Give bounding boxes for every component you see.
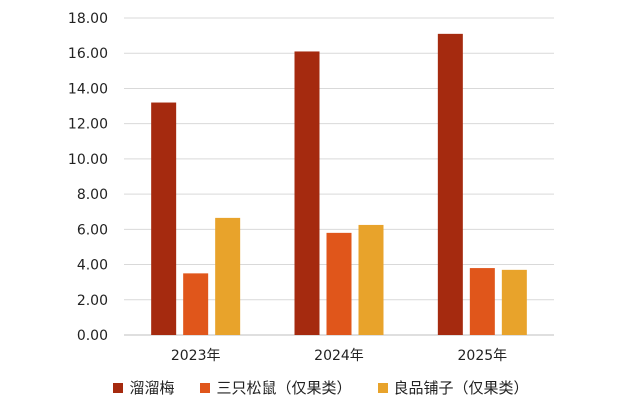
y-tick-label: 10.00: [68, 152, 108, 168]
y-tick-label: 12.00: [68, 117, 108, 133]
bar: [437, 33, 463, 335]
legend-swatch: [200, 382, 211, 393]
bars: [151, 33, 527, 336]
y-axis: 0.00 2.00 4.00 6.00 8.00 10.00 12.00 14.00 16.00…: [68, 11, 108, 344]
bar: [358, 224, 384, 335]
bar: [183, 273, 209, 335]
y-tick-label: 16.00: [68, 46, 108, 62]
y-tick-label: 4.00: [77, 258, 108, 274]
legend: 溜溜梅 三只松鼠（仅果类） 良品铺子（仅果类）: [0, 377, 642, 398]
y-tick-label: 18.00: [68, 11, 108, 27]
x-tick-label: 2025年: [458, 348, 508, 364]
y-tick-label: 14.00: [68, 81, 108, 97]
bar: [151, 102, 177, 336]
legend-swatch: [377, 382, 388, 393]
y-tick-label: 6.00: [77, 222, 108, 238]
legend-swatch: [113, 382, 124, 393]
y-tick-label: 0.00: [77, 328, 108, 344]
legend-item: 良品铺子（仅果类）: [377, 377, 529, 398]
y-tick-label: 8.00: [77, 187, 108, 203]
x-axis: 2023年 2024年 2025年: [171, 348, 507, 364]
bar-chart: 0.00 2.00 4.00 6.00 8.00 10.00 12.00 14.00 16.00…: [68, 11, 554, 364]
legend-item: 三只松鼠（仅果类）: [200, 377, 352, 398]
bar: [501, 269, 527, 335]
bar: [215, 217, 241, 335]
bar: [469, 268, 495, 335]
legend-item: 溜溜梅: [113, 377, 174, 398]
x-tick-label: 2024年: [314, 348, 364, 364]
legend-label: 三只松鼠（仅果类）: [216, 379, 352, 397]
legend-label: 溜溜梅: [129, 379, 175, 397]
bar: [294, 51, 320, 335]
bar: [326, 232, 352, 335]
x-tick-label: 2023年: [171, 348, 221, 364]
y-tick-label: 2.00: [77, 293, 108, 309]
legend-label: 良品铺子（仅果类）: [393, 379, 529, 397]
